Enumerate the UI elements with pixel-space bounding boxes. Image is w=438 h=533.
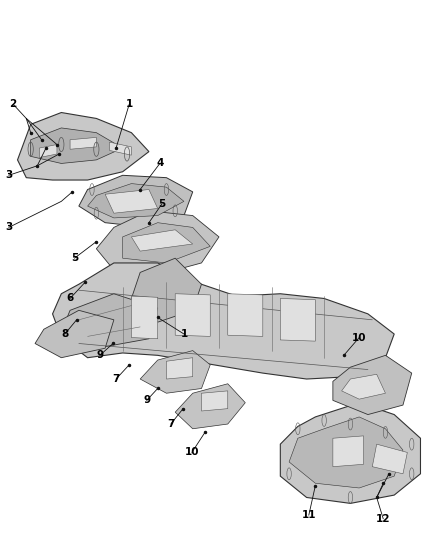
- Text: 5: 5: [71, 253, 78, 263]
- Polygon shape: [342, 374, 385, 399]
- Text: 9: 9: [96, 350, 103, 360]
- Polygon shape: [333, 356, 412, 415]
- Polygon shape: [96, 211, 219, 275]
- Polygon shape: [289, 417, 403, 488]
- Polygon shape: [110, 142, 131, 155]
- Polygon shape: [79, 175, 193, 228]
- Polygon shape: [70, 138, 96, 149]
- Polygon shape: [131, 296, 158, 339]
- Text: 4: 4: [156, 158, 163, 168]
- Polygon shape: [228, 294, 263, 336]
- Polygon shape: [131, 258, 201, 322]
- Polygon shape: [123, 223, 210, 263]
- Text: 7: 7: [167, 419, 174, 429]
- Polygon shape: [39, 144, 57, 158]
- Polygon shape: [53, 263, 394, 379]
- Polygon shape: [175, 294, 210, 336]
- Text: 5: 5: [159, 199, 166, 209]
- Polygon shape: [140, 351, 210, 393]
- Text: 3: 3: [5, 222, 12, 232]
- Text: 8: 8: [61, 329, 68, 339]
- Text: 1: 1: [180, 329, 187, 339]
- Polygon shape: [88, 183, 184, 218]
- Polygon shape: [166, 358, 193, 379]
- Text: 7: 7: [113, 374, 120, 384]
- Text: 10: 10: [352, 333, 367, 343]
- Text: 6: 6: [67, 294, 74, 303]
- Polygon shape: [31, 128, 123, 164]
- Text: 10: 10: [184, 448, 199, 457]
- Text: 3: 3: [5, 171, 12, 180]
- Polygon shape: [372, 444, 407, 474]
- Text: 2: 2: [10, 99, 17, 109]
- Text: 11: 11: [301, 510, 316, 520]
- Polygon shape: [18, 112, 149, 180]
- Polygon shape: [280, 403, 420, 503]
- Polygon shape: [105, 190, 158, 213]
- Polygon shape: [131, 230, 193, 251]
- Polygon shape: [35, 310, 114, 358]
- Polygon shape: [280, 298, 315, 341]
- Polygon shape: [333, 436, 364, 467]
- Text: 1: 1: [126, 99, 133, 109]
- Polygon shape: [175, 384, 245, 429]
- Polygon shape: [201, 391, 228, 411]
- Text: 9: 9: [143, 395, 150, 405]
- Text: 12: 12: [376, 514, 391, 524]
- Polygon shape: [61, 294, 158, 348]
